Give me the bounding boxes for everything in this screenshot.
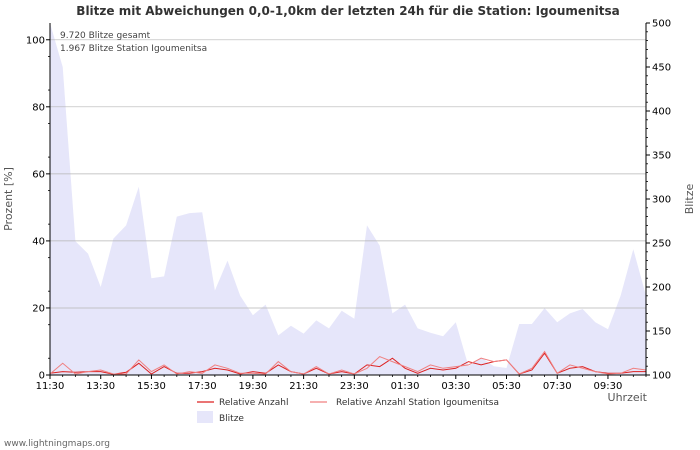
y-tick-label-right: 350 xyxy=(652,151,671,162)
y-tick-label-right: 500 xyxy=(652,19,671,30)
y-tick-label-right: 200 xyxy=(652,283,671,294)
series-line-relative xyxy=(49,352,646,375)
x-tick-label: 09:30 xyxy=(594,381,623,392)
y-tick-label-right: 150 xyxy=(652,327,671,338)
x-tick-label: 03:30 xyxy=(441,381,470,392)
x-tick-label: 13:30 xyxy=(86,381,115,392)
y-tick-label-left: 20 xyxy=(32,303,45,314)
y-tick-label-right: 250 xyxy=(652,239,671,250)
series-area-blitze xyxy=(50,23,646,375)
y-tick-label-left: 100 xyxy=(26,35,45,46)
annotation-station: 1.967 Blitze Station Igoumenitsa xyxy=(60,44,207,54)
x-tick-label: 07:30 xyxy=(543,381,572,392)
y-tick-label-left: 40 xyxy=(32,236,45,247)
legend-label-blitze: Blitze xyxy=(219,414,244,424)
x-tick-label: 11:30 xyxy=(36,381,65,392)
x-tick-label: 19:30 xyxy=(238,381,267,392)
y-tick-label-left: 80 xyxy=(32,102,45,113)
legend-label-station: Relative Anzahl Station Igoumenitsa xyxy=(336,398,499,408)
x-tick-label: 01:30 xyxy=(391,381,420,392)
x-tick-label: 17:30 xyxy=(188,381,217,392)
x-tick-label: 23:30 xyxy=(340,381,369,392)
y-axis-left-label: Prozent [%] xyxy=(2,167,15,231)
y-tick-label-right: 400 xyxy=(652,107,671,118)
chart-title: Blitze mit Abweichungen 0,0-1,0km der le… xyxy=(76,4,619,18)
series-line-station xyxy=(49,350,647,375)
y-tick-label-left: 0 xyxy=(39,371,45,382)
credit: www.lightningmaps.org xyxy=(4,439,110,449)
x-tick-label: 21:30 xyxy=(289,381,318,392)
y-tick-label-right: 450 xyxy=(652,63,671,74)
x-tick-label: 05:30 xyxy=(492,381,521,392)
plot-area: 0 20 40 60 80 100 100 150 200 250 300 350 400 450 500 1… xyxy=(26,19,671,393)
y-axis-right-label: Blitze xyxy=(683,184,696,215)
y-tick-label-right: 100 xyxy=(652,371,671,382)
legend-label-relative: Relative Anzahl xyxy=(219,398,288,408)
x-axis-label: Uhrzeit xyxy=(608,391,648,404)
annotation-total: 9.720 Blitze gesamt xyxy=(60,31,151,41)
legend-swatch-blitze xyxy=(197,411,213,423)
y-tick-label-left: 60 xyxy=(32,169,45,180)
x-tick-label: 15:30 xyxy=(137,381,166,392)
y-tick-label-right: 300 xyxy=(652,195,671,206)
